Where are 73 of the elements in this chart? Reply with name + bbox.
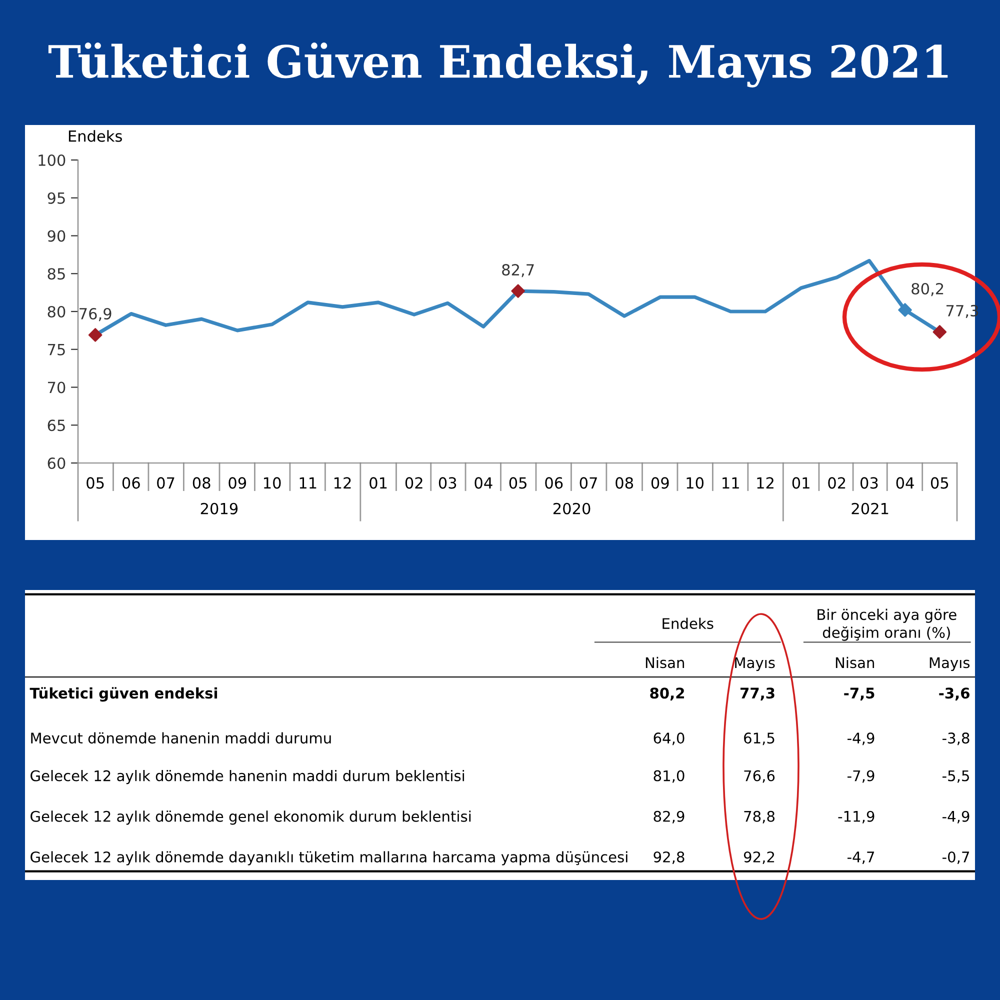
text: 2020 xyxy=(553,502,590,514)
x-tick-label: 05 xyxy=(509,477,526,489)
y-tick-label: 70 xyxy=(48,382,66,394)
data-label: 76,9 xyxy=(80,308,112,322)
x-tick-label: 12 xyxy=(757,477,774,488)
data-label: -5,5 xyxy=(942,770,969,783)
data-label: 82,9 xyxy=(654,810,684,824)
data-label: 80,2 xyxy=(912,282,944,296)
data-label: 76,6 xyxy=(744,770,775,783)
x-tick-label: 03 xyxy=(438,477,456,489)
category-label: Tüketici güven endeksi xyxy=(30,687,218,702)
x-tick-label: 09 xyxy=(228,477,246,489)
category-label: Mevcut dönemde hanenin maddi durumu xyxy=(31,732,331,744)
x-tick-label: 04 xyxy=(896,477,914,489)
y-tick-label: 75 xyxy=(48,344,65,356)
y-tick-label: 85 xyxy=(48,268,65,280)
data-label: 77,3 xyxy=(740,688,774,700)
data-label: 61,5 xyxy=(744,732,774,746)
x-tick-label: 03 xyxy=(860,477,878,489)
data-label: 80,2 xyxy=(650,688,684,700)
category-label: Gelecek 12 aylık dönemde hanenin maddi durum beklentisi xyxy=(30,770,464,784)
x-tick-label: 05 xyxy=(930,477,948,489)
data-label: -11,9 xyxy=(838,810,874,824)
data-label: -7,9 xyxy=(848,770,874,783)
x-tick-label: 08 xyxy=(616,477,634,489)
text: Mayıs xyxy=(930,657,970,672)
x-tick-label: 08 xyxy=(192,477,210,489)
text: 2019 xyxy=(200,502,238,514)
x-tick-label: 05 xyxy=(86,477,104,489)
x-tick-label: 07 xyxy=(157,477,174,489)
x-tick-label: 02 xyxy=(828,477,846,489)
data-label: -3,6 xyxy=(939,688,970,700)
text: Mayıs xyxy=(735,657,775,672)
x-tick-label: 09 xyxy=(651,477,669,489)
x-tick-label: 10 xyxy=(264,477,281,489)
data-label: -7,5 xyxy=(844,688,874,700)
data-label: 92,8 xyxy=(654,851,684,864)
data-label: -4,9 xyxy=(942,810,970,824)
y-axis-title: Endeks xyxy=(68,130,122,142)
x-tick-label: 11 xyxy=(722,477,739,488)
text: Endeks xyxy=(662,618,714,630)
y-tick-label: 100 xyxy=(38,154,66,166)
category-label: Gelecek 12 aylık dönemde genel ekonomik durum beklentisi xyxy=(30,810,471,825)
x-tick-label: 12 xyxy=(334,477,351,488)
data-label: 64,0 xyxy=(654,732,684,746)
data-label: -4,9 xyxy=(848,732,874,746)
y-tick-label: 80 xyxy=(48,306,66,318)
y-tick-label: 95 xyxy=(48,192,65,204)
x-tick-label: 01 xyxy=(370,477,387,489)
y-tick-label: 90 xyxy=(48,230,66,242)
data-label: -4,7 xyxy=(848,852,874,864)
chart-title: Tüketici Güven Endeksi, Mayıs 2021 xyxy=(48,42,948,88)
category-label: Gelecek 12 aylık dönemde dayanıklı tüketim mallarına harcama yapma düşüncesi xyxy=(30,851,628,866)
x-tick-label: 04 xyxy=(474,477,492,489)
data-label: -3,8 xyxy=(942,732,970,746)
x-tick-label: 01 xyxy=(792,477,810,489)
data-label: 81,0 xyxy=(654,770,684,783)
x-tick-label: 07 xyxy=(580,477,597,489)
text: Bir önceki aya göre değişim oranı (%) xyxy=(818,608,956,641)
x-tick-label: 10 xyxy=(686,477,704,489)
text: 2021 xyxy=(852,502,888,514)
x-tick-label: 06 xyxy=(545,477,563,489)
series-label: Nisan xyxy=(646,656,684,668)
data-label: 82,7 xyxy=(502,264,534,278)
data-label: -0,7 xyxy=(942,851,970,864)
x-tick-label: 02 xyxy=(405,477,422,489)
x-tick-label: 11 xyxy=(300,477,316,488)
data-label: 92,2 xyxy=(744,851,774,864)
y-tick-label: 65 xyxy=(48,420,65,432)
x-tick-label: 06 xyxy=(122,477,140,489)
data-label: 78,8 xyxy=(744,810,774,824)
text: Nisan xyxy=(836,656,874,668)
y-tick-label: 60 xyxy=(48,457,66,470)
